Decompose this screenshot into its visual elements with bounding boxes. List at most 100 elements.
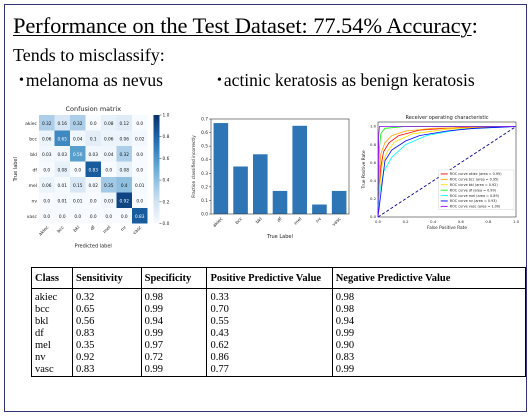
heatmap-cell (85, 208, 101, 224)
cell-value-label: 0.03 (57, 152, 67, 158)
x-tick-label: 0.4 (430, 219, 437, 224)
colorbar-tick-label: 0.6 (163, 156, 170, 162)
cell-value-label: 0.0 (136, 152, 143, 158)
cell-value-label: 0.06 (119, 136, 129, 142)
heatmap-cell (39, 208, 55, 224)
cell-value-label: 0.0 (136, 198, 143, 204)
roc-series-line (377, 126, 517, 218)
bar (292, 125, 308, 214)
x-tick-label: 0.0 (375, 219, 382, 224)
bar (233, 166, 248, 214)
table-cell: 0.65 (72, 304, 142, 316)
table-row: bcc 0.65 0.99 0.70 0.98 (30, 304, 527, 316)
heatmap-cell (54, 177, 70, 193)
x-tick-label: df (276, 216, 284, 224)
heatmap-cell (85, 115, 101, 131)
table-cell: 0.98 (140, 288, 208, 304)
heatmap-cell (70, 115, 86, 131)
table-cell: 0.62 (206, 340, 333, 352)
heatmap-cell (132, 192, 148, 208)
y-axis-label: Fraction classified incorrectly (191, 135, 197, 198)
heatmap-cell (101, 130, 117, 146)
cell-value-label: 0.03 (42, 152, 52, 158)
heatmap-cell (116, 115, 132, 131)
heatmap-cell (39, 177, 55, 193)
cell-value-label: 0.83 (88, 167, 98, 173)
heatmap-cell (85, 161, 101, 177)
cell-value-label: 0.06 (42, 136, 52, 142)
heatmap-cell (132, 177, 148, 193)
y-tick-label: 0.8 (370, 142, 377, 147)
cell-value-label: 0.0 (105, 167, 112, 173)
column-header: Negative Predictive Value (331, 267, 527, 289)
heatmap-cell (54, 208, 70, 224)
cell-value-label: 0.01 (73, 198, 83, 204)
bullet-item: • melanoma as nevus (19, 70, 163, 91)
bullet-text: actinic keratosis as benign keratosis (223, 70, 475, 90)
y-tick-label: 0.4 (370, 178, 377, 183)
legend-label: ROC curve nv (area = 0.93) (450, 199, 498, 203)
table-cell: mel (30, 340, 74, 352)
y-tick-label: 0.0 (370, 214, 377, 219)
cell-value-label: 0.65 (57, 136, 67, 142)
heatmap-cell (54, 115, 70, 131)
y-tick-label: 0.2 (370, 196, 377, 201)
x-tick-label: bkl (72, 225, 81, 234)
x-tick-label: bkl (255, 216, 264, 225)
y-tick-label: akiec (25, 121, 37, 127)
cell-value-label: 0.16 (57, 121, 67, 127)
table-header-row: Class Sensitivity Specificity Positive P… (30, 267, 527, 289)
cell-value-label: 0.02 (135, 136, 145, 142)
cell-value-label: 0.03 (88, 152, 98, 158)
heatmap-cell (116, 208, 132, 224)
cell-value-label: 0.0 (43, 198, 50, 204)
cell-value-label: 0.0 (90, 214, 97, 220)
table-cell: df (30, 328, 74, 340)
table-cell: vasc (30, 364, 74, 377)
cell-value-label: 0.08 (119, 167, 129, 173)
x-tick-label: mel (102, 225, 112, 235)
cell-value-label: 0.04 (104, 152, 114, 158)
heatmap-cell (70, 208, 86, 224)
chart-title: Confusion matrix (65, 105, 121, 113)
cell-value-label: 0.0 (74, 167, 81, 173)
heatmap-cell (54, 192, 70, 208)
x-tick-label: 0.8 (485, 219, 492, 224)
heatmap-cell (132, 208, 148, 224)
y-tick-label: 0.1 (201, 198, 208, 204)
heatmap-cell (116, 161, 132, 177)
cell-value-label: 0.35 (104, 183, 114, 189)
cell-value-label: 0.0 (74, 214, 81, 220)
table-cell: 0.33 (206, 288, 333, 304)
roc-curve-chart: Receiver operating characteristic 0.0 0.0 0… (360, 113, 522, 235)
legend-label: ROC curve mel (area = 0.89) (450, 194, 500, 198)
cell-value-label: 0.32 (73, 121, 83, 127)
heatmap-cell (116, 146, 132, 162)
cell-value-label: 0.0 (90, 198, 97, 204)
y-tick-label: 0.3 (201, 171, 208, 177)
table-row: vasc 0.83 0.99 0.77 0.99 (30, 364, 527, 377)
heatmap-cell (70, 161, 86, 177)
heatmap-cell (132, 130, 148, 146)
table-cell: 0.98 (331, 288, 527, 304)
cell-value-label: 0.08 (57, 167, 67, 173)
slide-title: Performance on the Test Dataset: 77.54% … (13, 13, 478, 38)
cell-value-label: 0.06 (104, 136, 114, 142)
column-header: Sensitivity (72, 267, 142, 289)
table-cell: 0.99 (331, 328, 527, 340)
table-row: akiec 0.32 0.98 0.33 0.98 (30, 288, 527, 304)
legend-label: ROC curve akiec (area = 0.95) (450, 172, 502, 176)
slide-subtitle: Tends to misclassify: (13, 45, 165, 65)
y-tick-label: nv (31, 199, 37, 204)
cell-value-label: 0.01 (57, 198, 67, 204)
colorbar-tick-label: 0.2 (163, 199, 170, 205)
cell-value-label: 0.1 (90, 136, 97, 142)
heatmap-cell (101, 192, 117, 208)
cell-value-label: 0.0 (136, 121, 143, 127)
table-cell: 0.99 (140, 328, 208, 340)
heatmap-cell (85, 146, 101, 162)
x-tick-label: 0.2 (403, 219, 410, 224)
bullet-item: • actinic keratosis as benign keratosis (217, 70, 475, 91)
y-tick-label: bcc (29, 136, 37, 142)
table-cell: akiec (30, 288, 74, 304)
